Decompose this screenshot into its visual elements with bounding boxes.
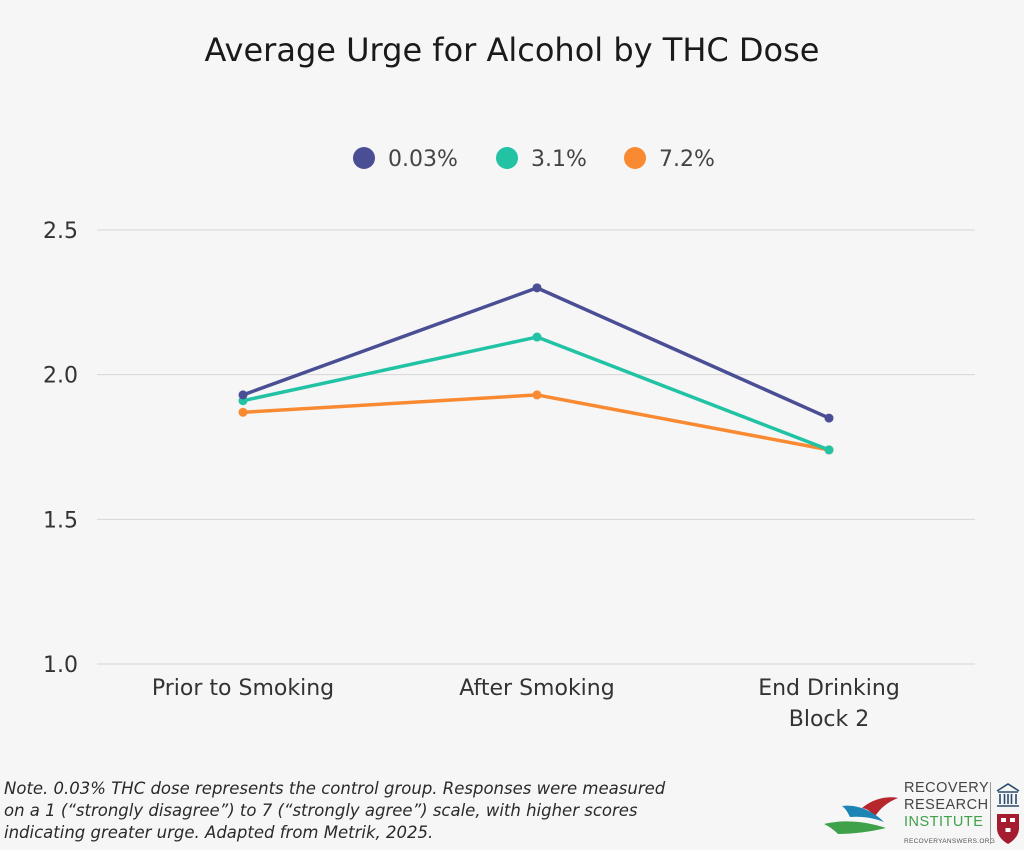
y-gridlines (97, 229, 975, 665)
series-group (238, 332, 834, 455)
series-group (238, 283, 834, 423)
footnote: Note. 0.03% THC dose represents the cont… (4, 778, 704, 844)
legend-label: 3.1% (531, 147, 587, 172)
series-line (242, 393, 830, 452)
logo-divider (990, 782, 991, 844)
legend-marker (353, 147, 375, 169)
chart-canvas: Average Urge for Alcohol by THC Dose 0.0… (43, 31, 975, 732)
legend-marker (496, 147, 518, 169)
recovery-research-institute-logo: RECOVERY RESEARCH INSTITUTE RECOVERYANSW… (822, 778, 1022, 850)
series-lines (238, 283, 834, 455)
data-point (238, 390, 248, 400)
x-axis-categories: Prior to Smoking After Smoking End Drinkin… (152, 676, 900, 732)
data-point (238, 407, 248, 417)
legend-marker (624, 147, 646, 169)
legend: 0.03% 3.1% 7.2% (353, 147, 715, 172)
data-point (532, 283, 542, 293)
logo-line-1: RECOVERY (904, 780, 990, 796)
chart-title: Average Urge for Alcohol by THC Dose (205, 31, 820, 69)
footnote-line: on a 1 (“strongly disagree”) to 7 (“stro… (4, 801, 638, 820)
y-tick-label: 2.0 (43, 364, 78, 389)
y-tick-label: 1.5 (43, 508, 78, 533)
logo-line-2: RESEARCH (904, 797, 989, 813)
logo-line-3: INSTITUTE (904, 814, 984, 830)
data-point (824, 413, 834, 423)
logo-url: RECOVERYANSWERS.ORG (904, 838, 996, 845)
legend-label: 7.2% (659, 147, 715, 172)
logo-crest-icon (996, 783, 1020, 844)
series-group (238, 390, 834, 455)
data-point (532, 390, 542, 400)
data-point (824, 445, 834, 455)
x-category-label: Prior to Smoking (152, 676, 334, 701)
footnote-line: Note. 0.03% THC dose represents the cont… (4, 779, 666, 798)
logo-swoosh-icon (824, 797, 898, 834)
y-tick-label: 2.5 (43, 219, 78, 244)
footnote-line: indicating greater urge. Adapted from Me… (4, 823, 434, 842)
data-point (532, 332, 542, 342)
y-axis-ticks: 1.0 1.5 2.0 2.5 (43, 219, 78, 678)
legend-label: 0.03% (388, 147, 458, 172)
y-tick-label: 1.0 (43, 653, 78, 678)
x-category-label: End Drinking Block 2 (758, 676, 900, 732)
x-category-label: After Smoking (459, 676, 614, 701)
